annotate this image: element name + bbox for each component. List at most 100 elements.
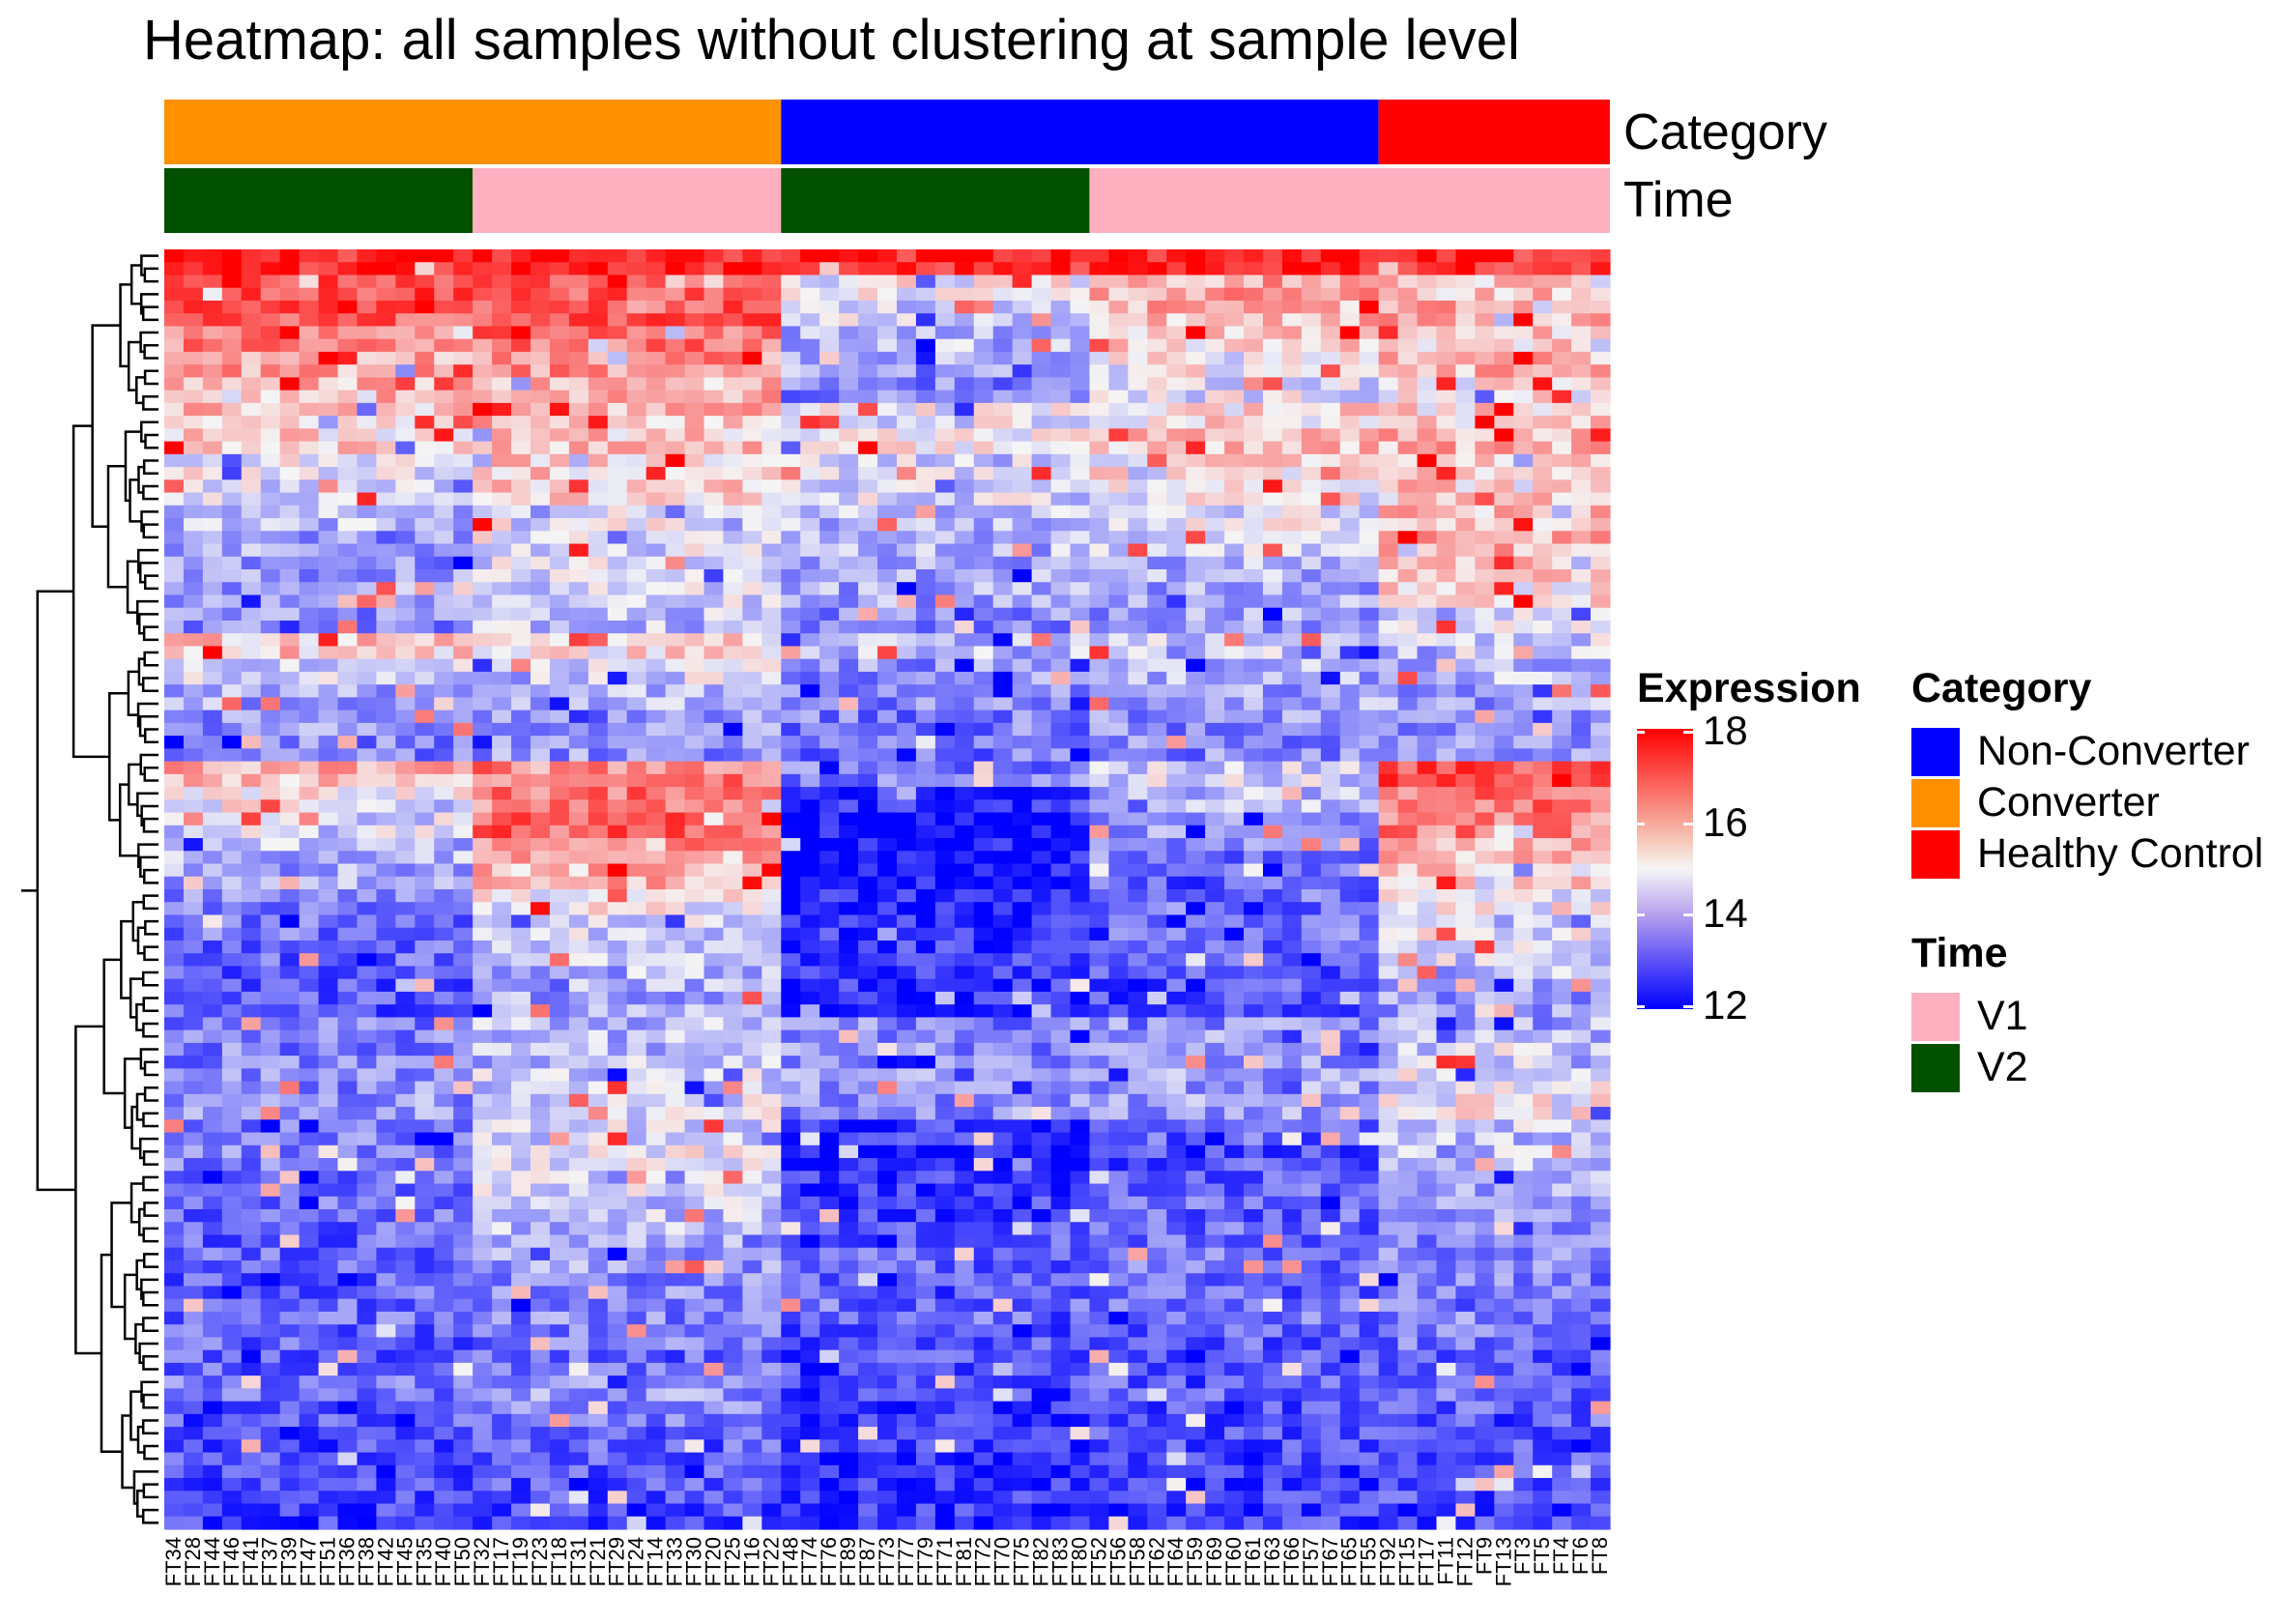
heatmap-cell: [1128, 453, 1148, 468]
heatmap-cell: [1455, 710, 1476, 724]
heatmap-cell: [395, 249, 416, 263]
heatmap-cell: [1378, 838, 1399, 852]
heatmap-cell: [549, 364, 570, 378]
heatmap-cell: [1050, 825, 1072, 839]
heatmap-cell: [915, 569, 936, 583]
heatmap-cell: [376, 978, 396, 993]
heatmap-cell: [1397, 467, 1419, 480]
heatmap-cell: [1455, 402, 1476, 417]
heatmap-cell: [607, 300, 628, 314]
heatmap-cell: [1552, 710, 1572, 724]
heatmap-cell: [1070, 531, 1091, 545]
heatmap-cell: [241, 658, 262, 673]
heatmap-cell: [588, 338, 609, 353]
heatmap-cell: [299, 889, 320, 903]
heatmap-cell: [896, 505, 917, 519]
heatmap-cell: [781, 607, 801, 622]
heatmap-cell: [1591, 658, 1611, 673]
heatmap-cell: [1436, 863, 1457, 878]
heatmap-cell: [183, 390, 204, 404]
heatmap-cell: [1533, 531, 1553, 545]
heatmap-cell: [221, 249, 243, 263]
heatmap-cell: [434, 851, 454, 865]
heatmap-cell: [357, 825, 378, 839]
heatmap-cell: [973, 364, 994, 378]
heatmap-cell: [1397, 492, 1419, 507]
heatmap-cell: [1205, 620, 1225, 634]
heatmap-cell: [1417, 607, 1438, 622]
heatmap-cell: [1166, 633, 1187, 648]
heatmap-cell: [1571, 1017, 1592, 1031]
heatmap-cell: [337, 1081, 359, 1095]
heatmap-cell: [473, 390, 493, 404]
heatmap-cell: [1012, 773, 1033, 788]
heatmap-cell: [318, 736, 339, 749]
heatmap-cell: [357, 902, 378, 916]
heatmap-cell: [1281, 351, 1303, 365]
heatmap-cell: [896, 1004, 917, 1018]
heatmap-cell: [858, 479, 878, 494]
heatmap-cell: [357, 1093, 378, 1108]
heatmap-cell: [453, 607, 474, 622]
heatmap-cell: [1244, 582, 1264, 596]
heatmap-cell: [800, 1004, 820, 1018]
heatmap-cell: [1397, 402, 1419, 417]
heatmap-cell: [1244, 761, 1264, 775]
heatmap-cell: [492, 479, 512, 494]
heatmap-cell: [241, 1093, 262, 1108]
heatmap-cell: [1571, 978, 1592, 993]
heatmap-cell: [415, 569, 435, 583]
heatmap-cell: [1262, 1081, 1283, 1095]
heatmap-cell: [337, 991, 359, 1005]
heatmap-cell: [1224, 838, 1245, 852]
heatmap-cell: [839, 467, 859, 480]
heatmap-cell: [1571, 338, 1592, 353]
heatmap-cell: [1128, 505, 1148, 519]
heatmap-cell: [1012, 736, 1033, 749]
heatmap-cell: [819, 390, 840, 404]
heatmap-cell: [1301, 1029, 1322, 1044]
heatmap-cell: [1591, 492, 1611, 507]
heatmap-cell: [357, 1081, 378, 1095]
heatmap-cell: [1591, 748, 1611, 763]
heatmap-cell: [761, 390, 782, 404]
heatmap-cell: [877, 722, 898, 737]
heatmap-cell: [1571, 812, 1592, 826]
heatmap-cell: [357, 505, 378, 519]
heatmap-cell: [511, 441, 531, 455]
heatmap-cell: [1128, 390, 1148, 404]
heatmap-cell: [357, 416, 378, 429]
heatmap-cell: [781, 914, 801, 929]
heatmap-cell: [1436, 825, 1457, 839]
category-bar-healthy-control: [1378, 100, 1610, 164]
heatmap-cell: [1513, 428, 1534, 443]
heatmap-cell: [1359, 351, 1380, 365]
heatmap-cell: [1513, 787, 1534, 800]
heatmap-cell: [703, 326, 725, 340]
heatmap-cell: [896, 569, 917, 583]
heatmap-cell: [1533, 505, 1553, 519]
heatmap-cell: [1475, 453, 1495, 468]
heatmap-cell: [607, 799, 628, 814]
heatmap-cell: [1320, 658, 1341, 673]
heatmap-cell: [415, 531, 435, 545]
heatmap-cell: [1050, 876, 1072, 890]
heatmap-cell: [1475, 543, 1495, 558]
heatmap-cell: [1186, 351, 1206, 365]
heatmap-cell: [646, 390, 667, 404]
heatmap-cell: [1494, 262, 1514, 276]
heatmap-cell: [1262, 582, 1283, 596]
heatmap-cell: [1089, 1017, 1109, 1031]
heatmap-cell: [318, 838, 339, 852]
heatmap-cell: [1533, 978, 1553, 993]
heatmap-cell: [415, 722, 435, 737]
heatmap-cell: [781, 569, 801, 583]
heatmap-cell: [1050, 313, 1072, 328]
heatmap-cell: [915, 428, 936, 443]
heatmap-cell: [954, 275, 975, 289]
heatmap-cell: [839, 991, 859, 1005]
heatmap-cell: [588, 453, 609, 468]
heatmap-cell: [1455, 1042, 1476, 1057]
heatmap-cell: [588, 428, 609, 443]
heatmap-cell: [1128, 761, 1148, 775]
